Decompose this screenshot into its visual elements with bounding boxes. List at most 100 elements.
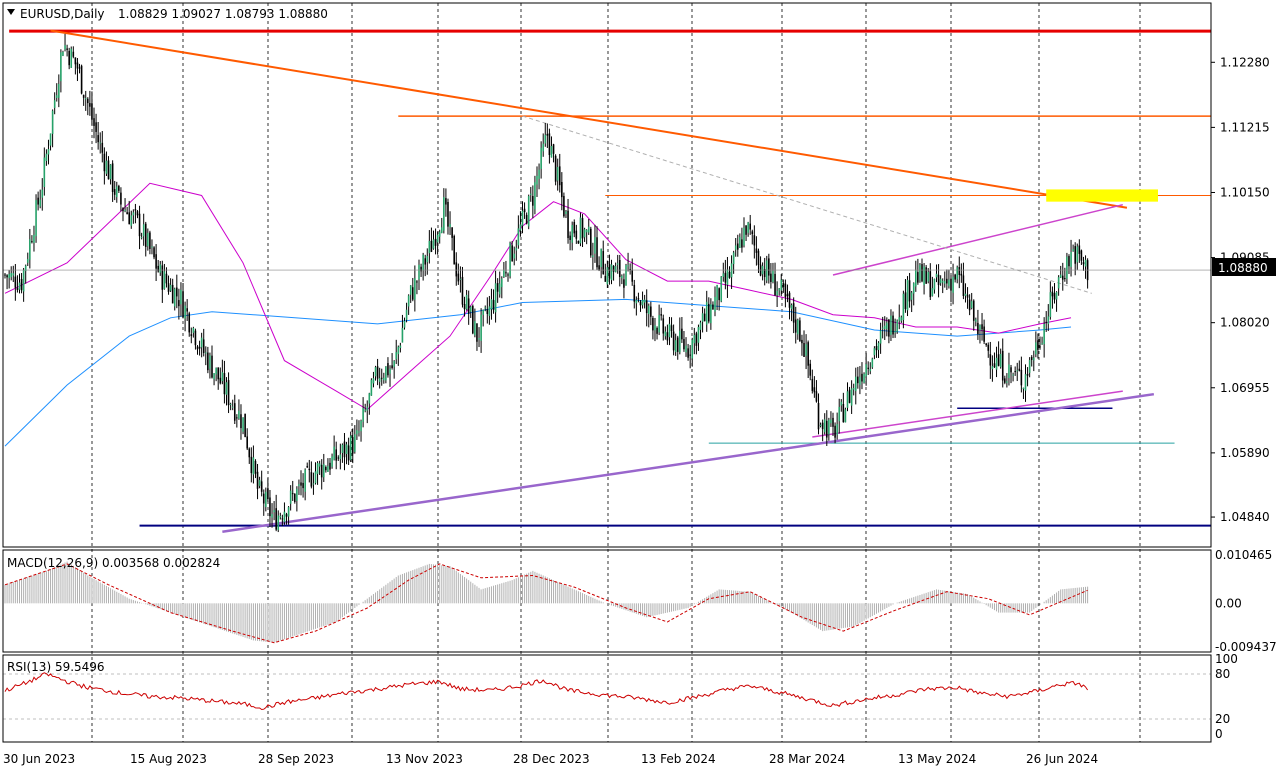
candle-bear: [834, 425, 836, 438]
candles-layer: [3, 33, 1211, 533]
macd-panel-border: [2, 549, 1212, 653]
candle-bear: [983, 326, 985, 342]
trend-line[interactable]: [222, 392, 1155, 533]
candle-bear: [825, 420, 828, 438]
candle-bear: [554, 155, 557, 182]
candle-bull: [838, 406, 841, 422]
candle-bear: [260, 481, 263, 492]
candle-bear: [391, 365, 393, 369]
candle-bull: [1076, 246, 1079, 263]
candle-bear: [291, 493, 294, 495]
candle-bull: [844, 409, 847, 423]
candle-bear: [217, 367, 220, 380]
drawn-lines-layer[interactable]: [9, 29, 1211, 533]
candle-bear: [155, 254, 157, 269]
candle-bear: [977, 322, 979, 335]
candle-bear: [937, 274, 940, 286]
rsi-tick-label: 0: [1215, 727, 1223, 741]
candle-bull: [488, 306, 491, 316]
rsi-tick-label: 100: [1215, 652, 1238, 666]
candle-bull: [484, 307, 487, 309]
candle-bull: [726, 269, 729, 285]
candle-bear: [294, 493, 296, 502]
candle-bear: [1004, 378, 1006, 383]
candle-bear: [120, 192, 122, 205]
candle-bear: [552, 144, 555, 154]
candle-bull: [1032, 357, 1035, 361]
candle-bull: [130, 215, 133, 226]
candle-bear: [656, 327, 658, 334]
candle-bear: [774, 273, 776, 296]
candle-bull: [115, 186, 118, 198]
candle-bull: [273, 510, 275, 513]
candle-bear: [343, 441, 346, 458]
candle-bear: [670, 325, 673, 332]
candle-bull: [426, 256, 429, 263]
candle-bull: [200, 337, 203, 348]
candle-bear: [310, 472, 313, 487]
candle-bear: [95, 122, 97, 132]
candle-bull: [890, 315, 892, 335]
candle-bull: [776, 290, 778, 296]
candle-bull: [710, 304, 712, 324]
candle-bull: [490, 299, 493, 310]
candle-bull: [693, 334, 696, 344]
candle-bear: [207, 352, 209, 371]
candle-bear: [563, 196, 565, 217]
candle-bear: [82, 94, 85, 98]
candle-bull: [304, 469, 306, 492]
candle-bear: [472, 305, 474, 334]
candle-bear: [171, 284, 174, 304]
trend-line[interactable]: [522, 115, 1092, 294]
candle-bull: [542, 143, 544, 152]
candle-bear: [558, 166, 561, 186]
candle-bull: [658, 315, 660, 333]
candle-bull: [356, 430, 358, 435]
candle-bull: [374, 367, 377, 377]
candle-bull: [422, 254, 424, 271]
candle-bull: [943, 281, 946, 284]
candle-bull: [883, 325, 886, 329]
candle-bear: [908, 280, 911, 302]
time-tick-label: 30 Jun 2023: [3, 752, 75, 766]
candle-bull: [778, 288, 780, 291]
candle-bear: [745, 225, 747, 235]
candle-bull: [47, 148, 50, 155]
macd-panel[interactable]: MACD(12,26,9) 0.003568 0.002824 0.010465…: [2, 548, 1277, 654]
candle-bear: [968, 299, 971, 311]
candle-bear: [581, 218, 584, 239]
candle-bear: [281, 518, 284, 520]
trend-line[interactable]: [832, 203, 1123, 276]
candle-bear: [741, 239, 743, 248]
candle-bull: [823, 419, 826, 433]
candle-bear: [248, 448, 251, 458]
candle-bull: [316, 462, 319, 474]
candle-bear: [153, 247, 155, 258]
candle-bull: [39, 199, 41, 207]
candle-bull: [252, 457, 255, 475]
panel-menu-triangle-icon[interactable]: [7, 9, 15, 15]
candle-bull: [1035, 342, 1037, 355]
candle-bull: [209, 355, 211, 369]
candle-bull: [540, 147, 542, 169]
candle-bear: [652, 317, 654, 331]
candle-bull: [691, 339, 694, 359]
candle-bull: [362, 408, 364, 422]
trend-line[interactable]: [50, 29, 1128, 209]
candle-bear: [724, 272, 727, 283]
candle-bull: [654, 325, 656, 331]
highlight-zone[interactable]: [1046, 189, 1158, 202]
trend-line[interactable]: [812, 390, 1123, 438]
candle-bull: [550, 146, 553, 158]
candle-bull: [641, 299, 644, 306]
candle-bull: [395, 352, 398, 360]
candle-bull: [501, 278, 503, 288]
candle-bull: [772, 270, 774, 283]
candle-bull: [215, 367, 217, 375]
candle-bear: [875, 346, 878, 351]
candle-bull: [277, 515, 280, 531]
price-panel[interactable]: [2, 2, 1212, 742]
candle-bear: [695, 333, 698, 346]
